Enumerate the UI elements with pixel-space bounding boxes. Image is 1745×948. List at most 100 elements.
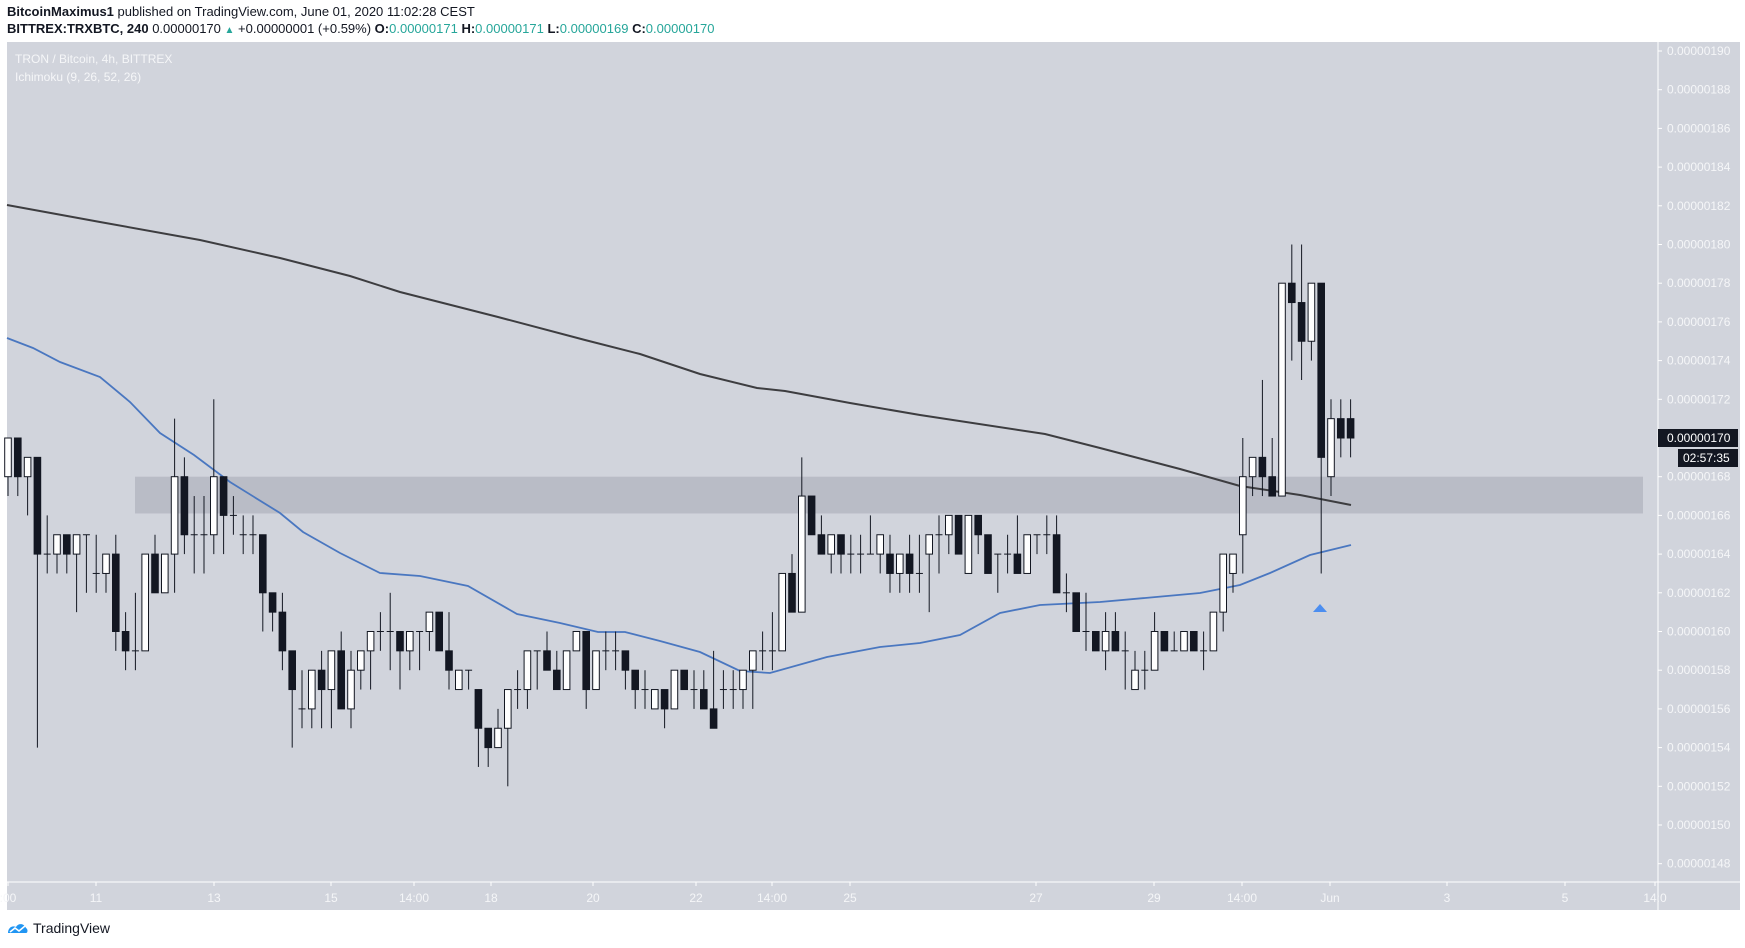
buy-signal-triangle-icon: [1313, 604, 1327, 612]
candle: [1023, 534, 1032, 574]
candle: [425, 611, 434, 651]
candle: [102, 553, 110, 593]
tradingview-logo[interactable]: TradingView: [7, 920, 110, 936]
price-tick-label: 0.00000160: [1667, 625, 1731, 639]
time-tick-label: 22: [689, 891, 703, 905]
close-value: 0.00000170: [645, 21, 715, 36]
price-tick-label: 0.00000190: [1667, 44, 1731, 58]
candle: [445, 612, 453, 690]
indicator-legend[interactable]: Ichimoku (9, 26, 52, 26): [15, 70, 142, 84]
candle: [994, 553, 1002, 593]
candle: [592, 650, 600, 691]
candle: [190, 496, 198, 574]
candle: [837, 534, 845, 574]
price-tick-label: 0.00000176: [1667, 315, 1731, 329]
candle: [1043, 515, 1051, 555]
candle: [1288, 244, 1296, 361]
candle: [308, 669, 316, 729]
candle: [514, 670, 522, 709]
candle: [72, 534, 81, 613]
candle: [337, 631, 345, 710]
candle: [1092, 631, 1100, 652]
candle: [1131, 650, 1139, 691]
price-tick-label: 0.00000152: [1667, 779, 1731, 793]
candle: [1141, 650, 1149, 690]
publisher-name[interactable]: BitcoinMaximus1: [7, 4, 114, 19]
ma-short-line: [6, 337, 1352, 674]
price-change: +0.00000001 (+0.59%): [238, 21, 372, 36]
candle: [1121, 631, 1129, 690]
candle: [1219, 553, 1228, 632]
candle: [406, 631, 414, 671]
candle: [543, 631, 551, 671]
candle: [151, 534, 159, 594]
candle: [249, 515, 257, 555]
candle: [759, 631, 767, 671]
candle: [259, 534, 267, 632]
candle: [278, 592, 287, 671]
close-label: C:: [632, 21, 646, 36]
candle: [1248, 456, 1257, 497]
price-tick-label: 0.00000178: [1667, 276, 1731, 290]
price-tick-label: 0.00000154: [1667, 741, 1731, 755]
price-tick-label: 0.00000174: [1667, 354, 1731, 368]
candle: [1200, 631, 1208, 671]
time-tick-label: 14:00: [399, 891, 429, 905]
candle: [82, 534, 90, 593]
candle: [984, 534, 992, 574]
candle: [631, 669, 640, 709]
candle: [935, 515, 943, 574]
symbol-info-bar: BITTREX:TRXBTC, 240 0.00000170 ▲ +0.0000…: [7, 21, 714, 36]
candle: [1180, 631, 1188, 652]
high-label: H:: [461, 21, 476, 36]
candle: [857, 534, 865, 574]
candle: [602, 631, 610, 671]
chart-title-legend[interactable]: TRON / Bitcoin, 4h, BITTREX: [15, 52, 173, 66]
time-tick-label: 15: [324, 891, 338, 905]
candle: [1190, 631, 1198, 652]
candle: [53, 534, 61, 574]
candle: [680, 669, 689, 691]
time-tick-label: 14:0: [1643, 891, 1667, 905]
high-value: 0.00000171: [475, 21, 544, 36]
time-tick-label: 14:00: [1227, 891, 1257, 905]
candle: [161, 553, 169, 594]
time-tick-label: 27: [1029, 891, 1043, 905]
price-tick-label: 0.00000150: [1667, 818, 1731, 832]
candle: [905, 534, 914, 593]
candle: [33, 456, 42, 748]
moving-averages: [6, 204, 1352, 674]
candle: [141, 553, 149, 652]
candle: [455, 669, 463, 691]
price-tick-label: 0.00000186: [1667, 121, 1731, 135]
ma-long-line: [6, 204, 1352, 506]
price-axis[interactable]: 0.00000190 0.00000188 0.00000186 0.00000184…: [1658, 44, 1731, 871]
candle: [4, 437, 12, 497]
candle: [1346, 399, 1355, 458]
candle: [229, 496, 237, 535]
time-axis[interactable]: :00 11 13 15 14:00 18 20 22 14:00 25 27 29 14:00 Jun 3…: [0, 882, 1667, 905]
candle: [523, 650, 532, 709]
candle: [817, 515, 826, 555]
candle: [484, 727, 492, 767]
candle: [416, 631, 424, 671]
time-tick-label: 5: [1562, 891, 1569, 905]
candle: [1170, 631, 1178, 652]
candle: [964, 514, 973, 574]
price-tick-label: 0.00000168: [1667, 470, 1731, 484]
price-tick-label: 0.00000156: [1667, 702, 1731, 716]
candle: [886, 534, 894, 593]
candle: [641, 670, 649, 709]
candle: [572, 631, 581, 652]
open-value: 0.00000171: [389, 21, 458, 36]
time-tick-label: 25: [843, 891, 857, 905]
candle: [63, 534, 71, 574]
candle: [1307, 282, 1316, 361]
candle: [1013, 515, 1022, 574]
candle: [170, 418, 179, 593]
candle: [670, 669, 679, 710]
candle: [788, 554, 796, 613]
candle: [1258, 379, 1267, 497]
candle: [504, 689, 512, 787]
